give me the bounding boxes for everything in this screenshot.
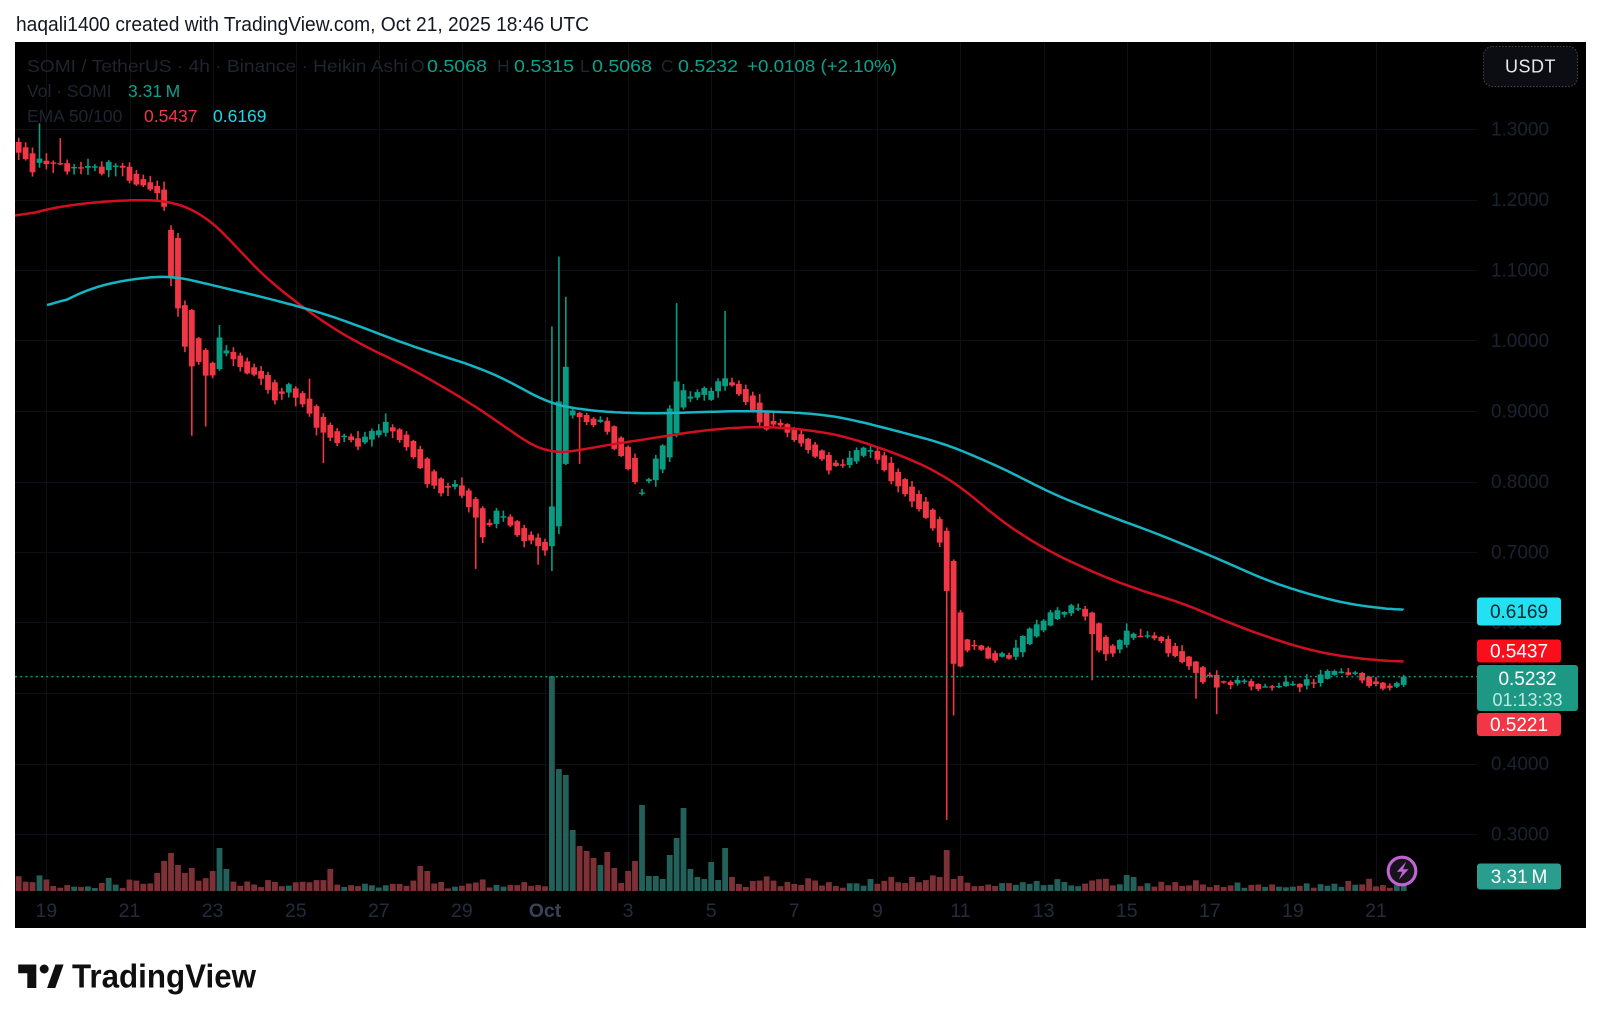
svg-text:19: 19 (1282, 900, 1304, 922)
svg-text:29: 29 (451, 900, 473, 922)
svg-text:EMA 50/100: EMA 50/100 (27, 106, 123, 126)
svg-text:haqali1400 created with Tradin: haqali1400 created with TradingView.com,… (16, 14, 589, 36)
svg-text:17: 17 (1199, 900, 1221, 922)
svg-text:0.7000: 0.7000 (1491, 543, 1549, 564)
svg-text:0.3000: 0.3000 (1491, 825, 1549, 846)
svg-text:0.5232: 0.5232 (678, 56, 738, 76)
svg-text:0.9000: 0.9000 (1491, 402, 1549, 423)
svg-text:H: H (497, 56, 510, 76)
svg-text:1.1000: 1.1000 (1491, 261, 1549, 282)
svg-text:0.6169: 0.6169 (1490, 602, 1548, 623)
svg-text:15: 15 (1116, 900, 1138, 922)
svg-text:1.3000: 1.3000 (1491, 120, 1549, 141)
svg-text:9: 9 (872, 900, 883, 922)
svg-text:0.5232: 0.5232 (1498, 669, 1556, 690)
svg-text:+0.0108 (+2.10%): +0.0108 (+2.10%) (747, 56, 897, 76)
svg-text:0.5315: 0.5315 (514, 56, 574, 76)
svg-text:1.0000: 1.0000 (1491, 331, 1549, 352)
svg-text:11: 11 (950, 900, 970, 922)
svg-text:L: L (580, 56, 590, 76)
svg-text:3.31 M: 3.31 M (1491, 867, 1548, 888)
svg-text:21: 21 (1365, 900, 1387, 922)
svg-text:SOMI / TetherUS · 4h · Binance: SOMI / TetherUS · 4h · Binance · Heikin … (27, 56, 408, 76)
svg-text:0.5068: 0.5068 (427, 56, 487, 76)
svg-text:7: 7 (789, 900, 800, 922)
svg-text:27: 27 (368, 900, 390, 922)
svg-text:USDT: USDT (1505, 57, 1556, 77)
svg-text:0.5221: 0.5221 (1490, 715, 1548, 736)
svg-text:3: 3 (623, 900, 634, 922)
svg-text:0.5437: 0.5437 (1490, 642, 1548, 663)
svg-text:3.31 M: 3.31 M (128, 81, 180, 101)
svg-text:C: C (661, 56, 674, 76)
svg-text:0.8000: 0.8000 (1491, 472, 1549, 493)
svg-text:0.5068: 0.5068 (592, 56, 652, 76)
svg-text:0.6169: 0.6169 (213, 106, 267, 126)
svg-text:0.4000: 0.4000 (1491, 754, 1549, 775)
svg-text:Oct: Oct (529, 900, 562, 922)
svg-text:TradingView: TradingView (72, 959, 257, 996)
svg-text:0.5437: 0.5437 (144, 106, 198, 126)
svg-text:Vol · SOMI: Vol · SOMI (27, 81, 112, 101)
svg-text:01:13:33: 01:13:33 (1492, 690, 1562, 710)
svg-text:25: 25 (285, 900, 307, 922)
svg-text:21: 21 (119, 900, 141, 922)
svg-text:1.2000: 1.2000 (1491, 190, 1549, 211)
svg-text:13: 13 (1033, 900, 1055, 922)
svg-text:O: O (411, 56, 425, 76)
svg-text:5: 5 (706, 900, 717, 922)
svg-text:23: 23 (202, 900, 224, 922)
svg-text:19: 19 (36, 900, 58, 922)
